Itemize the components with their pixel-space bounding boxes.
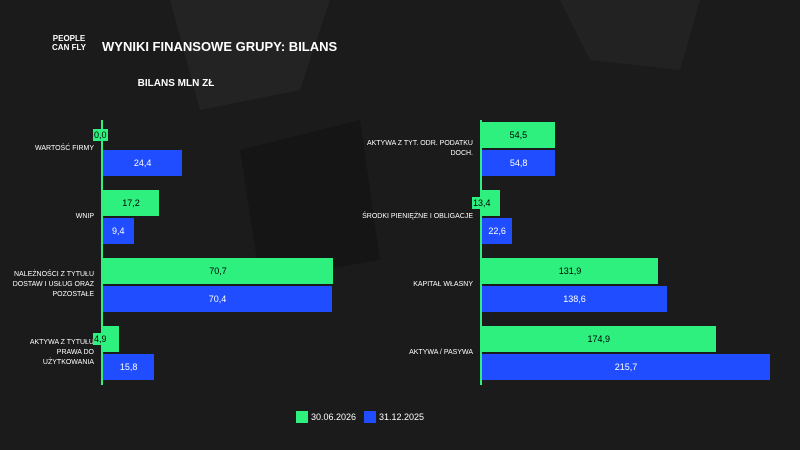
value-label: 13,4 xyxy=(472,197,492,209)
category-label: NALEŻNOŚCI Z TYTUŁU DOSTAW I USŁUG ORAZ … xyxy=(12,271,94,298)
value-label: 17,2 xyxy=(122,198,140,208)
bar xyxy=(103,150,183,176)
axis-line xyxy=(101,120,103,385)
category-label: AKTYWA Z TYTUŁU PRAWA DO UŻYTKOWANIA xyxy=(29,339,94,366)
bar xyxy=(482,150,556,176)
logo: PEOPLE CAN FLY xyxy=(52,34,86,52)
value-label: 131,9 xyxy=(558,266,582,276)
legend-label: 30.06.2026 xyxy=(311,412,357,422)
category-label: WARTOŚĆ FIRMY xyxy=(35,145,94,152)
value-label: 215,7 xyxy=(614,362,638,372)
bar xyxy=(482,354,770,380)
axis-line xyxy=(480,120,482,385)
category-label: WNIP xyxy=(75,213,94,220)
category-label: ŚRODKI PIENIĘŻNE I OBLIGACJE xyxy=(362,213,473,220)
legend-label: 31.12.2025 xyxy=(379,412,425,422)
bar xyxy=(482,218,513,244)
bar xyxy=(482,258,659,284)
value-label: 54,8 xyxy=(509,158,528,168)
value-label: 54,5 xyxy=(509,130,528,140)
category-label: KAPITAŁ WŁASNY xyxy=(413,281,473,288)
bar xyxy=(482,326,716,352)
bar xyxy=(103,258,333,284)
value-label: 9,4 xyxy=(112,226,125,236)
legend-swatch xyxy=(296,411,308,423)
value-label: 15,8 xyxy=(119,362,138,372)
subtitle: BILANS MLN ZŁ xyxy=(137,78,215,89)
bar xyxy=(482,122,555,148)
value-label: 70,7 xyxy=(209,266,227,276)
bar xyxy=(103,354,155,380)
value-label: 174,9 xyxy=(587,334,611,344)
bar xyxy=(103,286,333,312)
legend-swatch xyxy=(364,411,376,423)
category-label: AKTYWA Z TYT. ODR. PODATKU DOCH. xyxy=(366,140,473,157)
title: WYNIKI FINANSOWE GRUPY: BILANS xyxy=(102,39,338,54)
category-label: AKTYWA / PASYWA xyxy=(409,349,473,356)
value-label: 24,4 xyxy=(133,158,152,168)
bar xyxy=(482,286,668,312)
value-label: 70,4 xyxy=(208,294,227,304)
value-label: 22,6 xyxy=(488,226,506,236)
value-label: 0,0 xyxy=(93,129,108,141)
value-label: 138,6 xyxy=(563,294,586,304)
value-label: 4,9 xyxy=(93,333,108,345)
bar xyxy=(103,218,134,244)
bar xyxy=(103,326,119,352)
bar xyxy=(103,190,159,216)
